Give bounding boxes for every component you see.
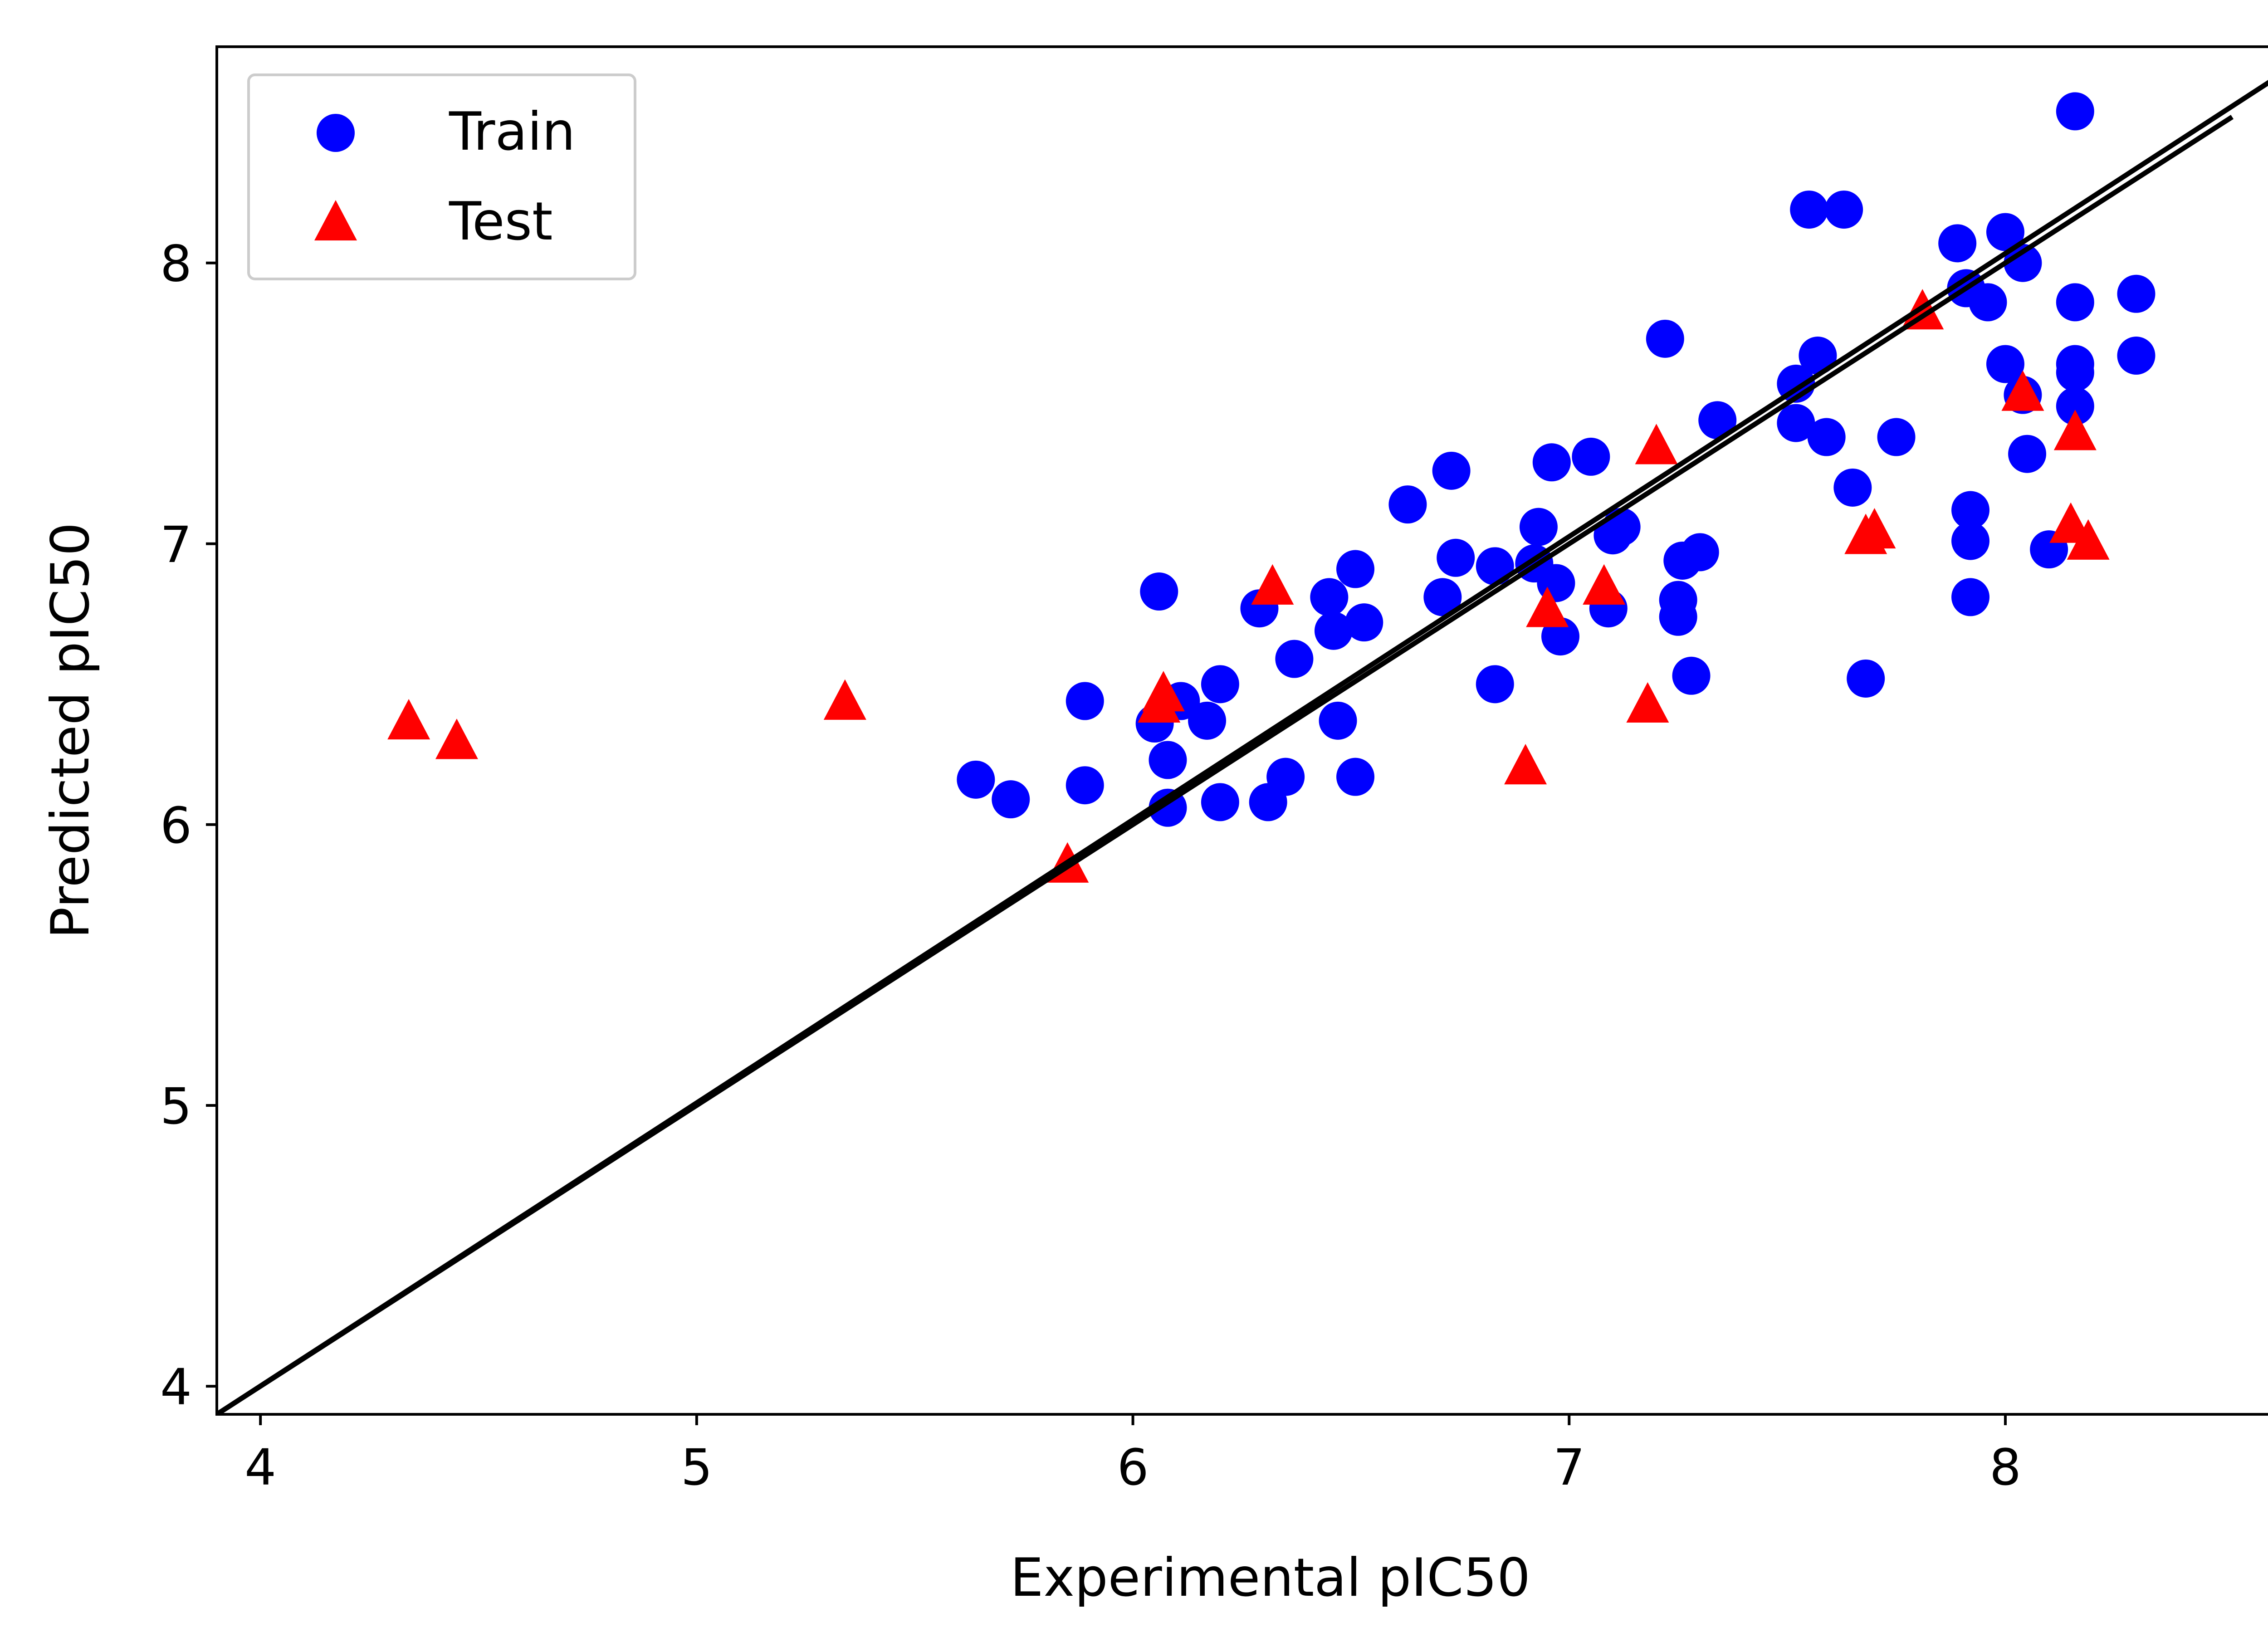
plot-layer bbox=[217, 80, 2268, 1414]
train-point bbox=[1188, 701, 1227, 740]
legend-train-label: Train bbox=[449, 101, 575, 162]
legend-test-marker bbox=[314, 200, 357, 241]
train-point bbox=[1986, 345, 2024, 383]
test-point bbox=[435, 718, 478, 759]
y-tick-label: 6 bbox=[160, 797, 192, 855]
train-point bbox=[1986, 213, 2024, 251]
train-point bbox=[1672, 656, 1711, 695]
train-point bbox=[1532, 443, 1571, 482]
test-point bbox=[1526, 587, 1569, 627]
train-point bbox=[1790, 191, 1828, 229]
train-point bbox=[2056, 283, 2094, 322]
train-point bbox=[1951, 578, 1990, 616]
test-point bbox=[1635, 424, 1678, 464]
train-point bbox=[1345, 603, 1383, 642]
train-point bbox=[1140, 572, 1178, 611]
y-axis: 4 5 6 7 8 bbox=[160, 235, 217, 1416]
train-point bbox=[1336, 758, 1375, 796]
train-point bbox=[1066, 766, 1104, 805]
test-point bbox=[2067, 519, 2110, 560]
x-tick-label: 5 bbox=[681, 1438, 713, 1496]
train-point bbox=[1314, 611, 1353, 650]
test-point bbox=[2053, 410, 2097, 450]
train-point bbox=[1319, 701, 1357, 740]
y-tick-label: 8 bbox=[160, 235, 192, 293]
test-point bbox=[1251, 564, 1294, 605]
train-point bbox=[1681, 533, 1719, 572]
train-point bbox=[1825, 191, 1863, 229]
train-point bbox=[1951, 522, 1990, 560]
test-point bbox=[2001, 370, 2044, 411]
train-point bbox=[1310, 578, 1349, 616]
train-point bbox=[1698, 401, 1737, 440]
train-point bbox=[1877, 418, 1916, 456]
train-point bbox=[1476, 665, 1514, 704]
train-point bbox=[2117, 337, 2156, 375]
y-tick-label: 4 bbox=[160, 1358, 192, 1416]
train-point bbox=[992, 780, 1030, 819]
train-point bbox=[1336, 550, 1375, 588]
train-point bbox=[1833, 468, 1872, 507]
train-point bbox=[1432, 451, 1471, 490]
legend-train-marker bbox=[317, 114, 355, 152]
test-point bbox=[823, 679, 866, 720]
legend-box bbox=[247, 73, 636, 280]
train-point bbox=[1266, 758, 1305, 796]
train-point bbox=[1476, 547, 1514, 586]
legend-test-label: Test bbox=[449, 191, 552, 252]
train-point bbox=[1149, 741, 1187, 779]
y-tick-label: 7 bbox=[160, 516, 192, 574]
train-point bbox=[1777, 404, 1815, 442]
train-point bbox=[2004, 244, 2042, 282]
train-point bbox=[1938, 224, 1977, 263]
legend: Train Test bbox=[247, 73, 636, 280]
train-point bbox=[2008, 435, 2047, 473]
train-point bbox=[2056, 353, 2094, 392]
test-point bbox=[1626, 682, 1669, 723]
plot-frame bbox=[215, 45, 2268, 1416]
test-point bbox=[1583, 564, 1626, 605]
train-point bbox=[1423, 578, 1462, 616]
test-point bbox=[1853, 508, 1896, 549]
train-point bbox=[1572, 437, 1610, 476]
x-tick-label: 8 bbox=[1989, 1438, 2021, 1496]
train-point bbox=[1519, 508, 1558, 546]
train-point bbox=[2117, 274, 2156, 313]
train-point bbox=[1951, 491, 1990, 529]
train-point bbox=[2056, 387, 2094, 425]
train-point bbox=[1659, 581, 1697, 619]
fit-line bbox=[217, 115, 2234, 1414]
train-point bbox=[1201, 665, 1239, 704]
x-tick-label: 4 bbox=[244, 1438, 276, 1496]
test-point bbox=[1142, 671, 1185, 712]
train-point bbox=[1969, 283, 2007, 322]
test-point bbox=[387, 699, 430, 740]
x-axis: 4 5 6 7 8 bbox=[244, 1414, 2021, 1496]
y-axis-label: Predicted pIC50 bbox=[40, 523, 101, 939]
train-point bbox=[1799, 337, 1837, 375]
train-point bbox=[1646, 319, 1684, 358]
train-point bbox=[957, 760, 995, 799]
train-point bbox=[1388, 485, 1427, 524]
y-tick-label: 5 bbox=[160, 1077, 192, 1135]
train-point bbox=[1807, 418, 1846, 456]
train-point bbox=[1066, 682, 1104, 720]
train-point bbox=[2056, 92, 2094, 131]
train-point bbox=[1847, 659, 1885, 698]
x-axis-label: Experimental pIC50 bbox=[1010, 1547, 1530, 1608]
train-point bbox=[1201, 783, 1239, 821]
train-point bbox=[1437, 538, 1475, 577]
x-tick-label: 7 bbox=[1553, 1438, 1585, 1496]
train-point bbox=[1275, 640, 1314, 678]
x-tick-label: 6 bbox=[1117, 1438, 1149, 1496]
test-point bbox=[1504, 744, 1547, 785]
